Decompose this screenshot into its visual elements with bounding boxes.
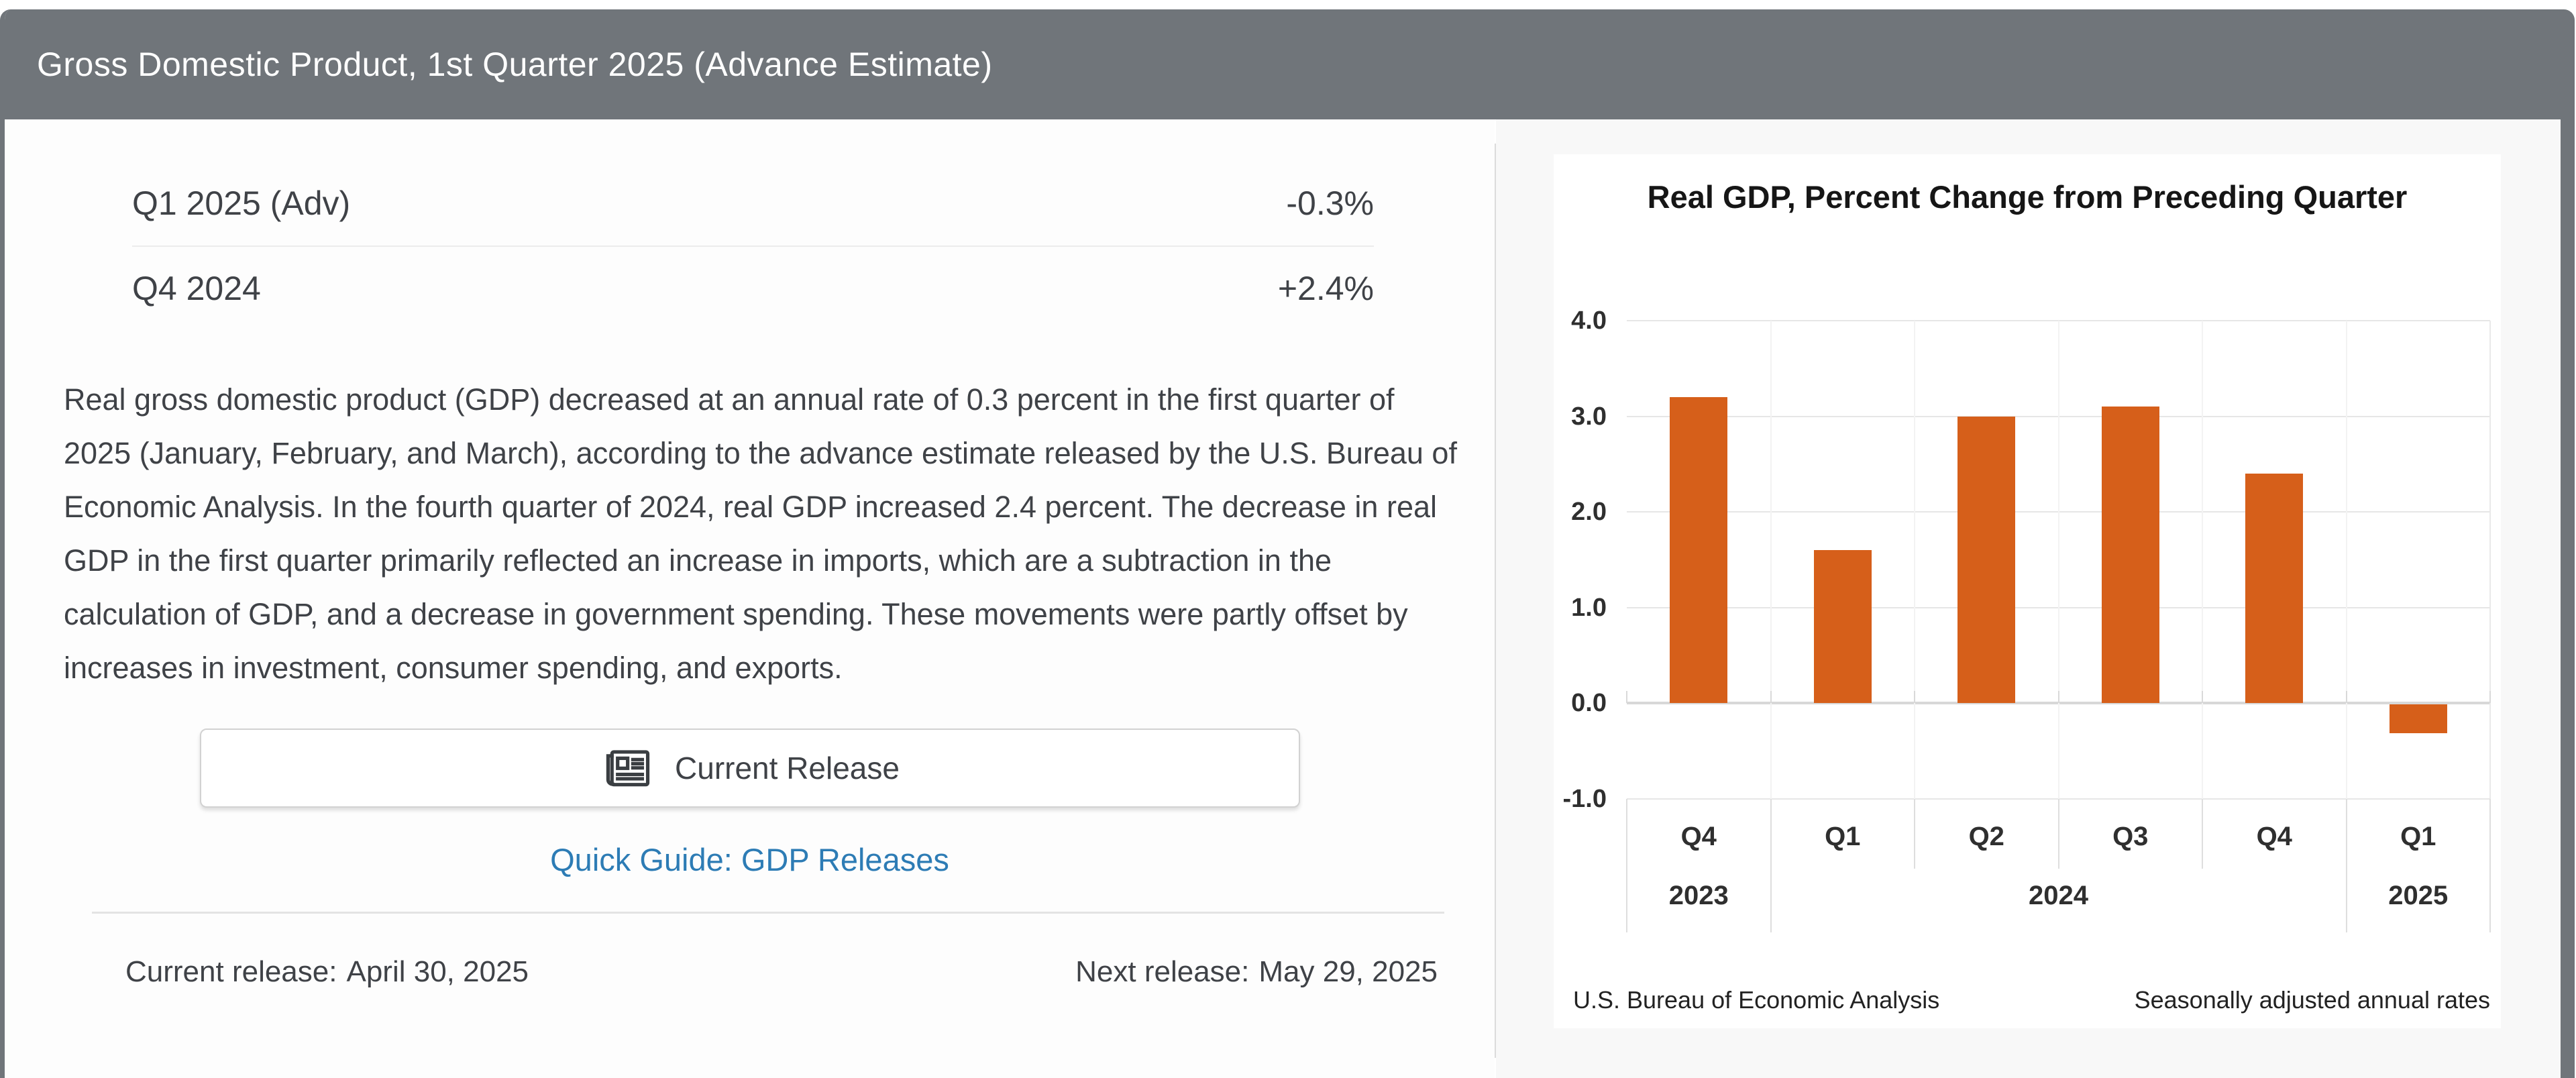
- band-separator: [1626, 798, 1627, 932]
- y-tick-label: 1.0: [1571, 593, 1607, 622]
- divider: [92, 912, 1444, 914]
- bar: [2245, 474, 2304, 703]
- y-tick-label: 4.0: [1571, 307, 1607, 335]
- chart-plot: 4.0 3.0 2.0 1.0 0.0 -1.0 Q4 Q1 Q2 Q3 Q4 Q1 2023 2024 2…: [1554, 154, 2501, 1028]
- x-gridline: [1914, 321, 1915, 799]
- newspaper-icon: [600, 742, 655, 794]
- widget-body: Q1 2025 (Adv) -0.3% Q4 2024 +2.4% Real g…: [5, 119, 2561, 1078]
- y-tick-label: 2.0: [1571, 498, 1607, 526]
- band-separator: [2057, 798, 2059, 869]
- chart-rate-note: Seasonally adjusted annual rates: [2134, 986, 2490, 1014]
- year-label: 2023: [1668, 880, 1729, 910]
- chart-source-note: U.S. Bureau of Economic Analysis: [1573, 986, 1940, 1014]
- axis-tick: [1770, 691, 1772, 703]
- x-tick-label: Q1: [1825, 821, 1861, 851]
- summary-paragraph: Real gross domestic product (GDP) decrea…: [64, 382, 1457, 685]
- bar: [2389, 704, 2447, 733]
- axis-tick: [2202, 691, 2203, 703]
- chart-card: Real GDP, Percent Change from Preceding …: [1554, 154, 2501, 1028]
- x-tick-label: Q4: [1680, 821, 1717, 851]
- y-tick-label: -1.0: [1562, 784, 1607, 813]
- table-row: Q4 2024 +2.4%: [132, 246, 1374, 330]
- stat-value: -0.3%: [1286, 184, 1374, 222]
- gdp-widget: Gross Domestic Product, 1st Quarter 2025…: [0, 9, 2575, 1078]
- x-gridline: [2489, 321, 2491, 799]
- axis-tick: [2489, 691, 2491, 703]
- axis-tick: [2345, 691, 2347, 703]
- axis-tick: [1914, 691, 1915, 703]
- next-release-date-label: Next release:: [1075, 955, 1250, 988]
- x-gridline: [2345, 321, 2347, 799]
- stats-table: Q1 2025 (Adv) -0.3% Q4 2024 +2.4%: [132, 161, 1374, 330]
- axis-tick: [1626, 691, 1627, 703]
- year-label: 2024: [2029, 880, 2088, 910]
- bar: [1670, 397, 1728, 703]
- band-separator: [2345, 798, 2347, 932]
- x-tick-label: Q3: [2112, 821, 2149, 851]
- widget-header: Gross Domestic Product, 1st Quarter 2025…: [5, 9, 2561, 119]
- x-gridline: [2057, 321, 2059, 799]
- next-release-date-value: May 29, 2025: [1258, 955, 1438, 988]
- bar: [1957, 416, 2016, 703]
- panel-divider: [1495, 144, 1496, 1058]
- right-panel: Real GDP, Percent Change from Preceding …: [1496, 119, 2561, 1078]
- band-separator: [1914, 798, 1915, 869]
- band-separator: [2489, 798, 2491, 932]
- current-release-date-label: Current release:: [125, 955, 337, 988]
- year-label: 2025: [2388, 880, 2449, 910]
- page-title: Gross Domestic Product, 1st Quarter 2025…: [37, 46, 993, 83]
- stat-label: Q1 2025 (Adv): [132, 184, 351, 222]
- x-tick-label: Q2: [1968, 821, 2004, 851]
- current-release-label: Current Release: [675, 751, 900, 786]
- chart-title: Real GDP, Percent Change from Preceding …: [1647, 179, 2408, 215]
- x-gridline: [1770, 321, 1772, 799]
- table-row: Q1 2025 (Adv) -0.3%: [132, 161, 1374, 246]
- y-tick-label: 0.0: [1571, 689, 1607, 717]
- current-release-date: Current release: April 30, 2025: [125, 955, 529, 989]
- x-gridline: [2202, 321, 2203, 799]
- stat-value: +2.4%: [1277, 270, 1374, 307]
- stat-label: Q4 2024: [132, 270, 261, 307]
- band-separator: [1770, 798, 1772, 932]
- band-separator: [2202, 798, 2203, 869]
- y-tick-label: 3.0: [1571, 402, 1607, 431]
- current-release-date-value: April 30, 2025: [346, 955, 529, 988]
- bar: [1813, 550, 1872, 703]
- bar: [2101, 407, 2159, 703]
- chart-footer: U.S. Bureau of Economic Analysis Seasona…: [1573, 986, 2490, 1014]
- next-release-date: Next release: May 29, 2025: [1075, 955, 1438, 989]
- x-tick-label: Q4: [2256, 821, 2292, 851]
- quick-guide-wrap: Quick Guide: GDP Releases: [5, 841, 1495, 878]
- quick-guide-link[interactable]: Quick Guide: GDP Releases: [550, 842, 949, 877]
- left-panel: Q1 2025 (Adv) -0.3% Q4 2024 +2.4% Real g…: [5, 119, 1495, 1078]
- current-release-button[interactable]: Current Release: [199, 729, 1300, 808]
- release-dates: Current release: April 30, 2025 Next rele…: [125, 955, 1438, 989]
- x-tick-label: Q1: [2400, 821, 2436, 851]
- axis-tick: [2057, 691, 2059, 703]
